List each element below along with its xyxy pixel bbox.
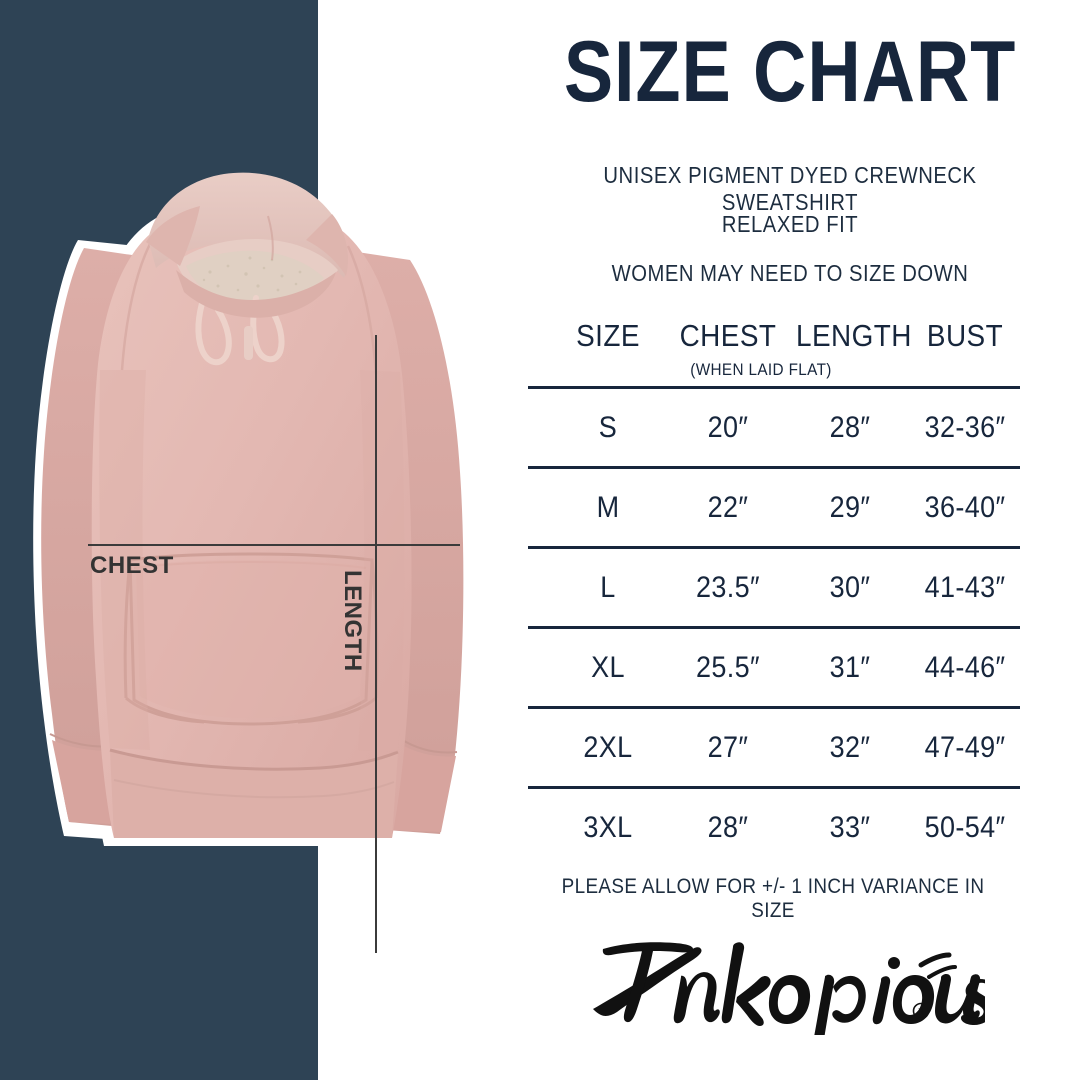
cell-length: 30″	[829, 571, 871, 604]
registered-trademark: R	[912, 1002, 930, 1020]
table-row: M 22″ 29″ 36-40″	[528, 469, 1020, 546]
chart-content: SIZE CHART UNISEX PIGMENT DYED CREWNECK …	[500, 0, 1080, 1080]
table-row: L 23.5″ 30″ 41-43″	[528, 549, 1020, 626]
page-title: SIZE CHART	[563, 24, 1017, 120]
cell-bust: 47-49″	[924, 731, 1006, 764]
table-row: 3XL 28″ 33″ 50-54″	[528, 789, 1020, 866]
column-header-length: LENGTH	[796, 318, 912, 353]
cell-length: 28″	[829, 411, 871, 444]
cell-length: 32″	[829, 731, 871, 764]
cell-chest: 28″	[707, 811, 749, 844]
cell-chest: 25.5″	[696, 651, 760, 684]
garment-photo: CHEST LENGTH	[0, 120, 520, 953]
length-measurement-line	[375, 335, 377, 953]
size-table: SIZE CHEST LENGTH BUST (WHEN LAID FLAT) …	[528, 318, 1020, 866]
table-row: S 20″ 28″ 32-36″	[528, 389, 1020, 466]
cell-size: L	[600, 571, 616, 604]
svg-text:R: R	[918, 1007, 924, 1017]
table-row: 2XL 27″ 32″ 47-49″	[528, 709, 1020, 786]
cell-chest: 23.5″	[696, 571, 760, 604]
column-header-size: SIZE	[576, 318, 640, 353]
cell-size: XL	[591, 651, 625, 684]
cell-size: 2XL	[583, 731, 633, 764]
cell-chest: 27″	[707, 731, 749, 764]
subtitle-fit: RELAXED FIT	[721, 211, 859, 237]
table-rule	[528, 706, 1020, 709]
cell-chest: 22″	[707, 491, 749, 524]
chest-measurement-label: CHEST	[90, 552, 174, 579]
table-header-row: SIZE CHEST LENGTH BUST (WHEN LAID FLAT)	[528, 318, 1020, 386]
cell-size: S	[598, 411, 618, 444]
cell-length: 33″	[829, 811, 871, 844]
variance-note: PLEASE ALLOW FOR +/- 1 INCH VARIANCE IN …	[561, 875, 985, 922]
chest-measurement-line	[88, 544, 460, 546]
cell-bust: 50-54″	[924, 811, 1006, 844]
brand-logo: R	[585, 925, 985, 1035]
cell-size: M	[596, 491, 620, 524]
length-measurement-label: LENGTH	[339, 570, 366, 672]
cell-bust: 32-36″	[924, 411, 1006, 444]
table-rule	[528, 786, 1020, 789]
table-rule	[528, 386, 1020, 389]
cell-bust: 44-46″	[924, 651, 1006, 684]
column-header-bust: BUST	[926, 318, 1004, 353]
cell-length: 29″	[829, 491, 871, 524]
cell-length: 31″	[829, 651, 871, 684]
table-rule	[528, 626, 1020, 629]
laid-flat-note: (WHEN LAID FLAT)	[690, 360, 832, 379]
cell-chest: 20″	[707, 411, 749, 444]
subtitle-sizing-advice: WOMEN MAY NEED TO SIZE DOWN	[611, 260, 969, 286]
table-rule	[528, 546, 1020, 549]
table-row: XL 25.5″ 31″ 44-46″	[528, 629, 1020, 706]
cell-size: 3XL	[583, 811, 633, 844]
column-header-chest: CHEST	[679, 318, 777, 353]
cell-bust: 36-40″	[924, 491, 1006, 524]
subtitle-product: UNISEX PIGMENT DYED CREWNECK SWEATSHIRT	[603, 162, 977, 215]
table-rule	[528, 466, 1020, 469]
cell-bust: 41-43″	[924, 571, 1006, 604]
